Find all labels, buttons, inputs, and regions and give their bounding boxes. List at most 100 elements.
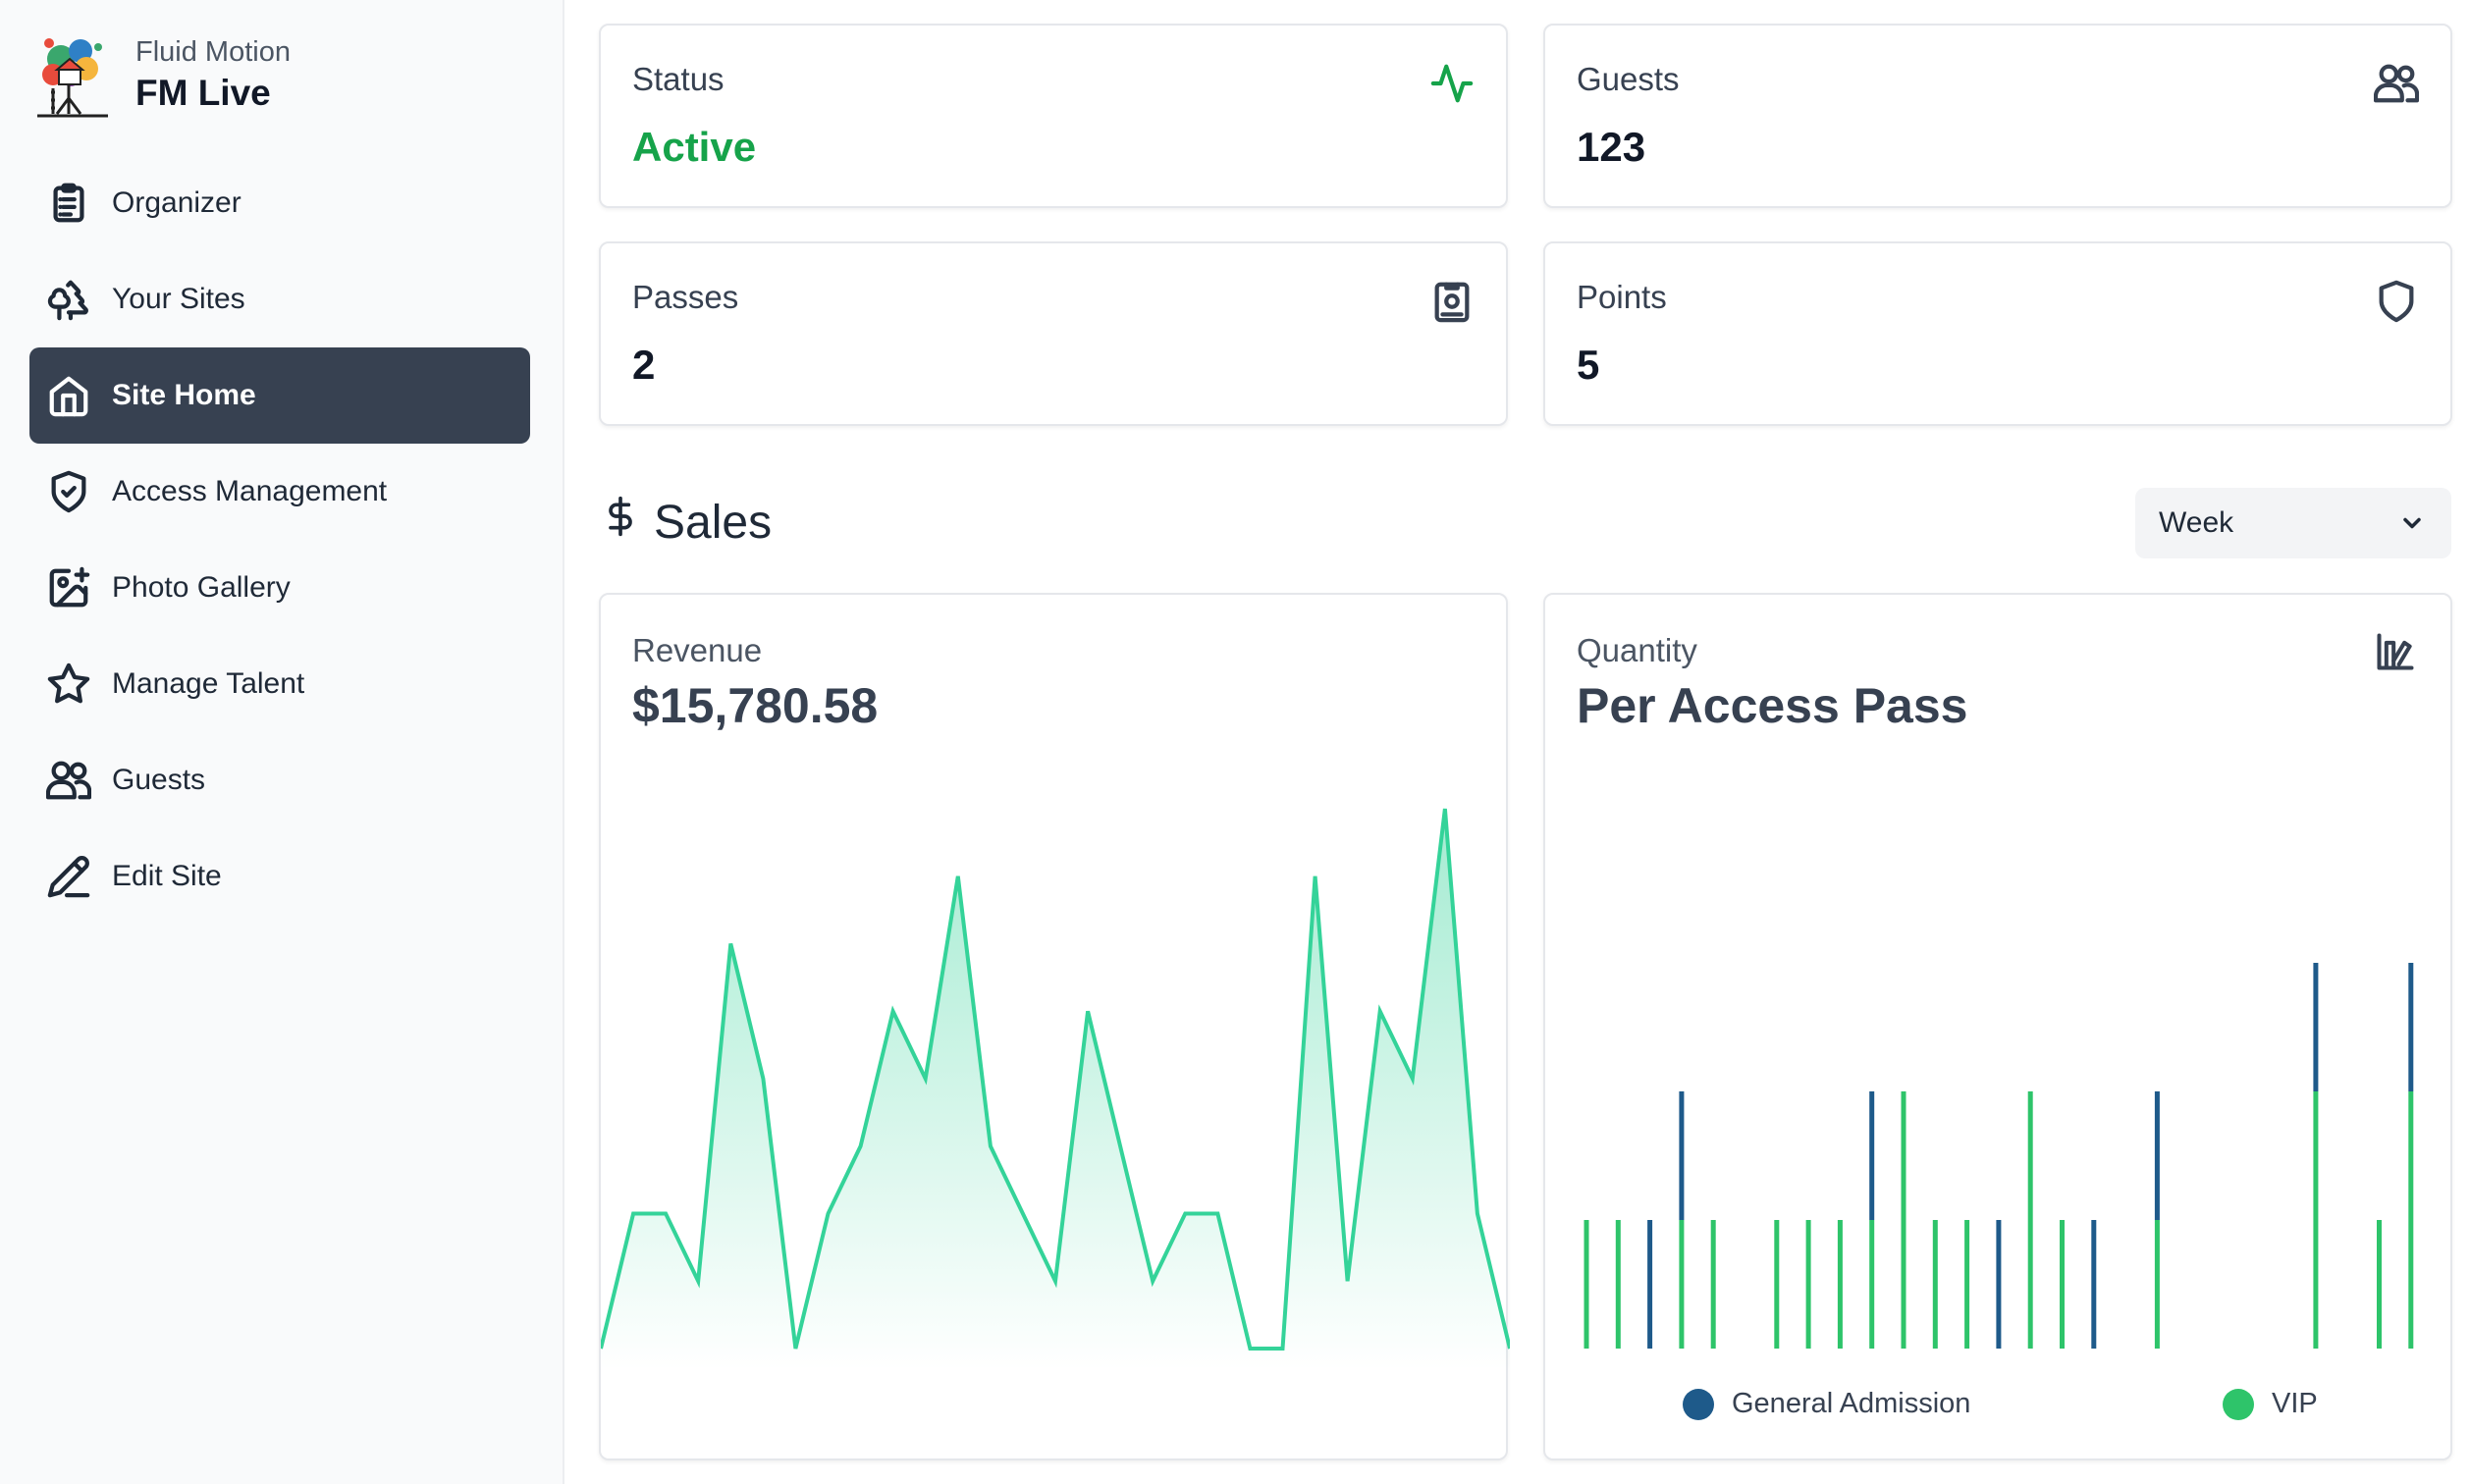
revenue-chart (601, 807, 1510, 1370)
guests-label: Guests (1577, 61, 1680, 97)
shield-icon (2374, 279, 2421, 326)
revenue-point[interactable] (696, 1279, 700, 1283)
sidebar-item-manage-talent[interactable]: Manage Talent (29, 636, 530, 732)
bar-vip[interactable] (1932, 1220, 1938, 1349)
star-icon (45, 661, 92, 708)
quantity-legend: General Admission VIP (1545, 1388, 2454, 1427)
bar-general-admission[interactable] (1869, 1091, 1875, 1220)
trees-icon (45, 276, 92, 323)
revenue-value: $15,780.58 (632, 678, 879, 733)
revenue-point[interactable] (1183, 1212, 1187, 1216)
bar-vip[interactable] (1615, 1220, 1621, 1349)
quantity-card: Quantity Per Access Pass General Admissi… (1543, 593, 2452, 1460)
quantity-value: Per Access Pass (1577, 678, 1968, 733)
sidebar-item-label: Organizer (112, 186, 242, 219)
legend-item-vip[interactable]: VIP (2223, 1388, 2318, 1420)
sidebar-item-guests[interactable]: Guests (29, 732, 530, 828)
revenue-point[interactable] (1086, 1009, 1090, 1013)
bar-vip[interactable] (1774, 1220, 1780, 1349)
revenue-point[interactable] (956, 874, 960, 878)
legend-swatch (2223, 1388, 2254, 1420)
image-plus-icon (45, 564, 92, 611)
revenue-point[interactable] (1314, 874, 1317, 878)
sidebar-item-edit-site[interactable]: Edit Site (29, 828, 530, 925)
points-label: Points (1577, 279, 1667, 315)
sidebar-item-site-home[interactable]: Site Home (29, 347, 530, 444)
bar-general-admission[interactable] (2408, 963, 2414, 1091)
users-icon (2373, 61, 2421, 108)
sales-title: Sales (654, 496, 773, 549)
quantity-label: Quantity (1577, 632, 1697, 668)
revenue-point[interactable] (924, 1077, 928, 1081)
legend-item-general-admission[interactable]: General Admission (1683, 1388, 1970, 1420)
bar-general-admission[interactable] (1647, 1220, 1653, 1349)
revenue-point[interactable] (989, 1144, 993, 1148)
passes-label: Passes (632, 279, 739, 315)
bar-vip[interactable] (1679, 1220, 1685, 1349)
revenue-point[interactable] (1378, 1009, 1382, 1013)
bar-vip[interactable] (1584, 1220, 1589, 1349)
sidebar-item-photo-gallery[interactable]: Photo Gallery (29, 540, 530, 636)
revenue-point[interactable] (859, 1144, 863, 1148)
bar-vip[interactable] (1964, 1220, 1970, 1349)
revenue-label: Revenue (632, 632, 763, 668)
revenue-point[interactable] (1281, 1347, 1285, 1351)
period-select[interactable]: Week (2135, 488, 2451, 558)
revenue-point[interactable] (664, 1212, 668, 1216)
revenue-point[interactable] (1053, 1279, 1057, 1283)
bar-vip[interactable] (2154, 1220, 2160, 1349)
bar-vip[interactable] (2027, 1091, 2033, 1349)
bar-general-admission[interactable] (1996, 1220, 2002, 1349)
passes-card: Passes 2 (599, 241, 1508, 426)
bar-vip[interactable] (1710, 1220, 1716, 1349)
bar-general-admission[interactable] (2154, 1091, 2160, 1220)
pen-icon (45, 853, 92, 900)
brand[interactable]: Fluid Motion FM Live (31, 29, 291, 120)
passes-value: 2 (632, 342, 656, 388)
bar-vip[interactable] (1805, 1220, 1811, 1349)
bar-vip[interactable] (2313, 1091, 2319, 1349)
revenue-point[interactable] (1248, 1347, 1252, 1351)
bar-vip[interactable] (2060, 1220, 2065, 1349)
status-card: Status Active (599, 24, 1508, 208)
bar-vip[interactable] (1869, 1220, 1875, 1349)
legend-label: General Admission (1732, 1388, 1971, 1419)
status-label: Status (632, 61, 725, 97)
revenue-point[interactable] (1411, 1077, 1415, 1081)
revenue-point[interactable] (631, 1212, 635, 1216)
revenue-point[interactable] (827, 1212, 831, 1216)
period-select-value: Week (2159, 506, 2234, 539)
chevron-down-icon (2398, 509, 2426, 537)
bar-general-admission[interactable] (1679, 1091, 1685, 1220)
bar-vip[interactable] (1837, 1220, 1843, 1349)
revenue-point[interactable] (728, 942, 732, 946)
revenue-point[interactable] (1151, 1279, 1154, 1283)
clipboard-list-icon (45, 180, 92, 227)
sidebar-item-organizer[interactable]: Organizer (29, 155, 530, 251)
brand-title: FM Live (135, 73, 271, 113)
home-icon (45, 372, 92, 419)
revenue-point[interactable] (1443, 807, 1447, 811)
bar-vip[interactable] (2377, 1220, 2382, 1349)
sidebar-item-label: Site Home (112, 379, 256, 411)
sidebar-item-your-sites[interactable]: Your Sites (29, 251, 530, 347)
revenue-point[interactable] (1476, 1212, 1479, 1216)
dollar-icon (601, 491, 640, 554)
revenue-point[interactable] (793, 1347, 797, 1351)
points-value: 5 (1577, 342, 1600, 388)
bar-vip[interactable] (1901, 1091, 1906, 1349)
revenue-point[interactable] (1021, 1212, 1025, 1216)
revenue-point[interactable] (761, 1077, 765, 1081)
bar-general-admission[interactable] (2091, 1220, 2097, 1349)
revenue-point[interactable] (1346, 1279, 1350, 1283)
sidebar-item-access-management[interactable]: Access Management (29, 444, 530, 540)
quantity-chart (1584, 963, 2414, 1349)
sidebar: Fluid Motion FM Live Organizer Your Site… (0, 0, 564, 1484)
revenue-point[interactable] (1215, 1212, 1219, 1216)
revenue-point[interactable] (891, 1009, 895, 1013)
bar-general-admission[interactable] (2313, 963, 2319, 1091)
revenue-point[interactable] (1118, 1144, 1122, 1148)
bar-vip[interactable] (2408, 1091, 2414, 1349)
chart-palette-icon[interactable] (2374, 630, 2421, 677)
